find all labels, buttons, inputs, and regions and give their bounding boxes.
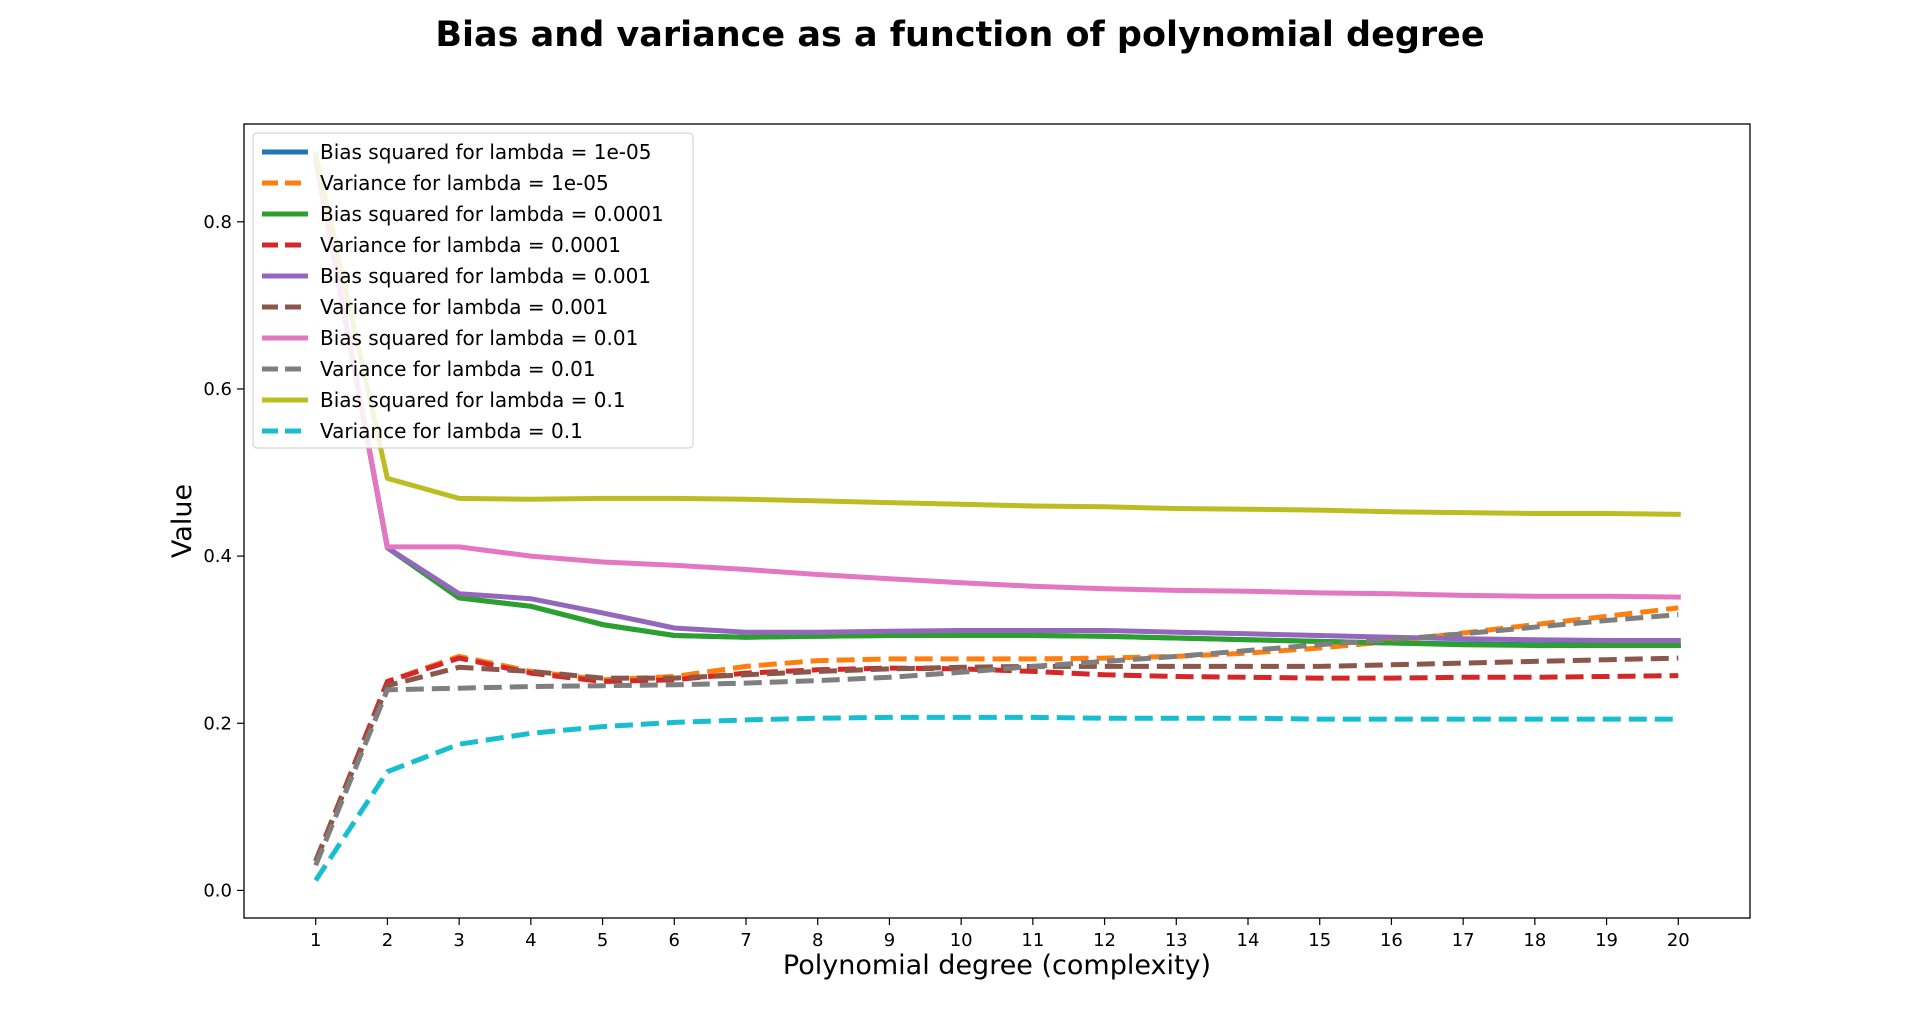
series-line-6 — [313, 655, 1679, 863]
x-tick-label: 18 — [1523, 930, 1546, 951]
legend-item: Bias squared for lambda = 0.1 — [262, 388, 626, 412]
x-tick-label: 3 — [453, 930, 464, 951]
x-tick-label: 13 — [1165, 930, 1188, 951]
x-tick-label: 20 — [1667, 930, 1690, 951]
y-tick-label: 0.6 — [203, 379, 232, 400]
legend-box — [252, 132, 694, 449]
x-tick-label: 7 — [740, 930, 751, 951]
x-tick-label: 2 — [382, 930, 393, 951]
x-tick-label: 17 — [1452, 930, 1475, 951]
legend-item: Bias squared for lambda = 0.01 — [262, 326, 638, 350]
y-tick-label: 0.8 — [203, 212, 232, 233]
y-axis-label: Value — [167, 484, 198, 558]
series-line-10 — [313, 714, 1679, 882]
y-tick-label: 0.2 — [203, 713, 232, 734]
legend-item: Bias squared for lambda = 0.001 — [262, 264, 651, 288]
legend-label: Bias squared for lambda = 0.001 — [320, 264, 651, 288]
x-axis-label: Polynomial degree (complexity) — [783, 950, 1211, 981]
legend-item: Variance for lambda = 0.1 — [262, 419, 583, 443]
x-tick-label: 6 — [669, 930, 680, 951]
x-tick-label: 19 — [1595, 930, 1618, 951]
x-tick-label: 11 — [1021, 930, 1044, 951]
legend-label: Variance for lambda = 0.1 — [320, 419, 583, 443]
series-line-3 — [312, 156, 1681, 648]
y-tick-label: 0.0 — [203, 880, 232, 901]
x-tick-label: 1 — [310, 930, 321, 951]
x-tick-label: 9 — [884, 930, 895, 951]
legend-item: Variance for lambda = 0.0001 — [262, 233, 621, 257]
legend-item: Variance for lambda = 0.01 — [262, 357, 596, 381]
legend-items: Bias squared for lambda = 1e-05 Variance … — [262, 140, 664, 443]
legend-item: Bias squared for lambda = 0.0001 — [262, 202, 664, 226]
series-line-7 — [312, 156, 1681, 600]
plot-frame — [243, 123, 1751, 919]
y-axis-ticks: 0.0 0.2 0.4 0.6 0.8 — [203, 212, 244, 901]
x-tick-label: 5 — [597, 930, 608, 951]
x-tick-label: 8 — [812, 930, 823, 951]
x-tick-label: 4 — [525, 930, 536, 951]
legend-label: Variance for lambda = 0.0001 — [320, 233, 621, 257]
x-tick-label: 10 — [950, 930, 973, 951]
legend-label: Variance for lambda = 0.001 — [320, 295, 608, 319]
chart-title: Bias and variance as a function of polyn… — [435, 15, 1484, 55]
series-lines — [312, 151, 1681, 882]
x-tick-label: 16 — [1380, 930, 1403, 951]
x-axis-ticks: 1 2 3 4 5 6 7 8 9 10 11 12 13 14 15 16 17 18 19 20 — [310, 918, 1690, 951]
x-tick-label: 12 — [1093, 930, 1116, 951]
series-line-9 — [312, 151, 1681, 517]
x-tick-label: 14 — [1237, 930, 1260, 951]
y-tick-label: 0.4 — [203, 546, 232, 567]
legend-label: Bias squared for lambda = 0.01 — [320, 326, 638, 350]
legend-label: Bias squared for lambda = 0.0001 — [320, 202, 664, 226]
legend-item: Variance for lambda = 1e-05 — [262, 171, 609, 195]
legend-item: Variance for lambda = 0.001 — [262, 295, 608, 319]
legend: Bias squared for lambda = 1e-05 Variance … — [252, 132, 694, 449]
legend-label: Variance for lambda = 0.01 — [320, 357, 596, 381]
legend-item: Bias squared for lambda = 1e-05 — [262, 140, 651, 164]
legend-label: Bias squared for lambda = 0.1 — [320, 388, 626, 412]
legend-label: Bias squared for lambda = 1e-05 — [320, 140, 651, 164]
series-line-8 — [313, 612, 1679, 867]
plot-area: 1 2 3 4 5 6 7 8 9 10 11 12 13 14 15 16 17 18 19 20 0.00.20.… — [203, 123, 1751, 951]
series-line-5 — [312, 156, 1681, 643]
legend-label: Variance for lambda = 1e-05 — [320, 171, 609, 195]
x-tick-label: 15 — [1308, 930, 1331, 951]
